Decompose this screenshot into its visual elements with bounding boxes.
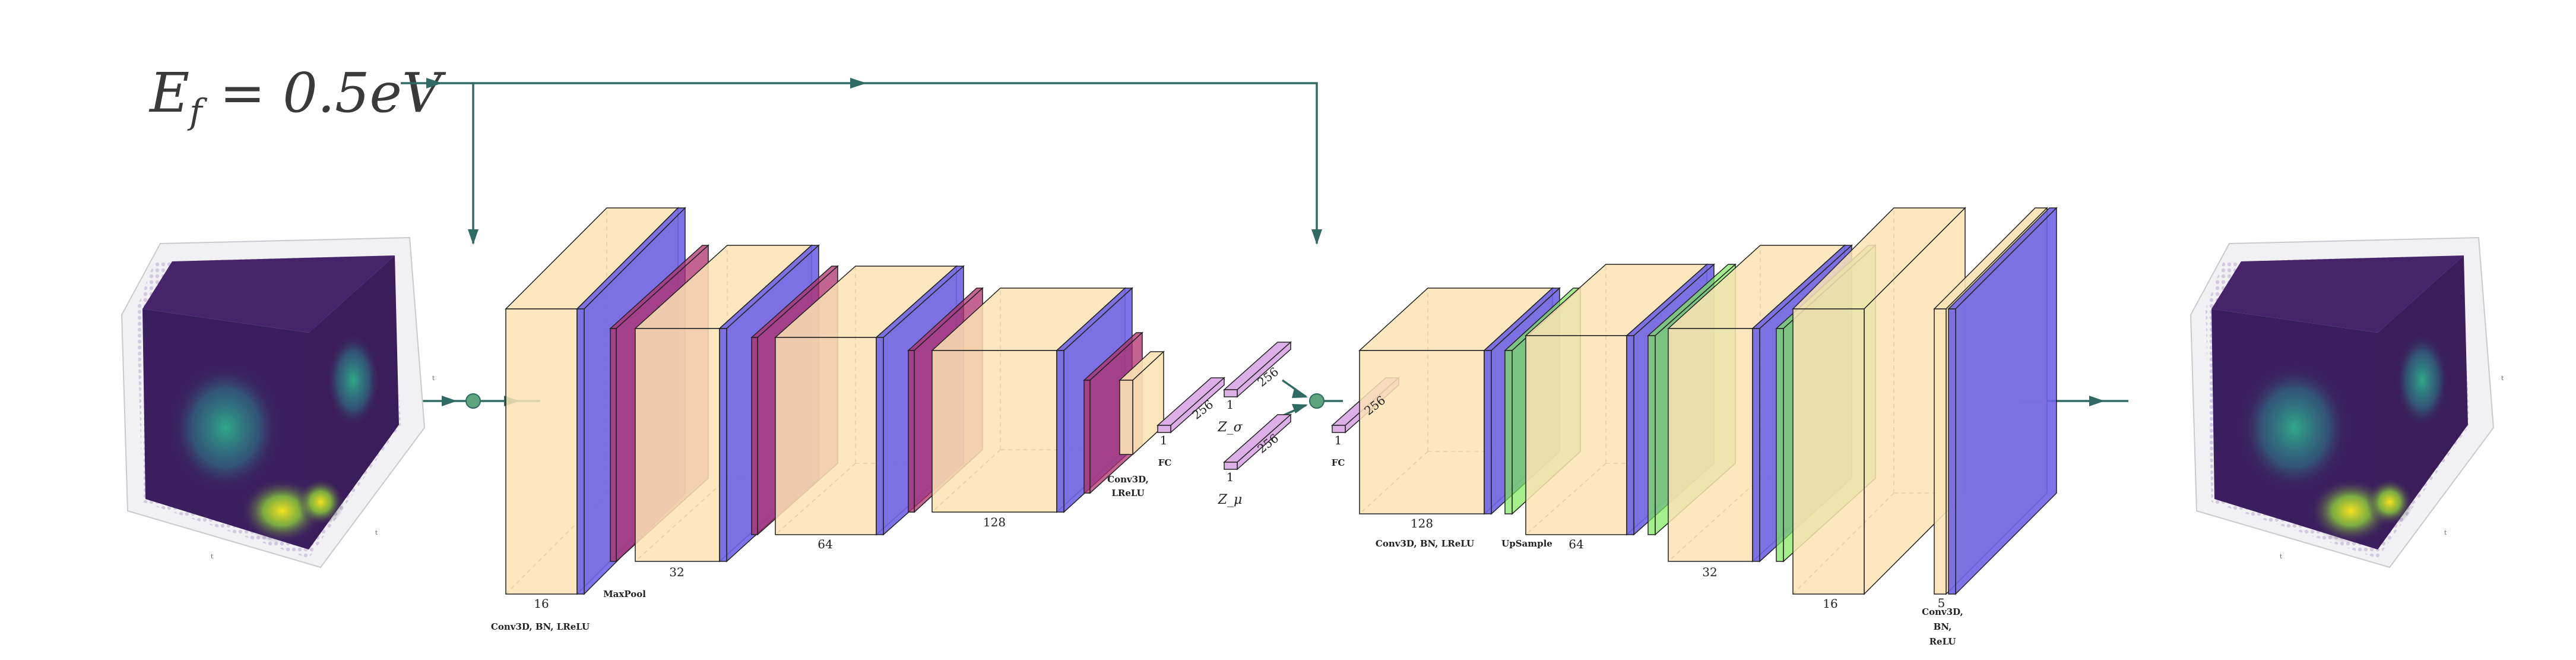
encoder-channel-64: 64 (818, 537, 832, 551)
merge-node-decoder (1309, 393, 1325, 409)
latent-sigma-vector (1223, 341, 1292, 398)
decoder-channel-16: 16 (1823, 596, 1837, 611)
decoder-final-label-3: ReLU (1929, 636, 1956, 647)
network-layers (505, 207, 2058, 595)
encoder-small-conv-block (1119, 350, 1165, 456)
output-axis-tick-3: t (2501, 374, 2504, 382)
output-axis-tick-2: t (2444, 529, 2447, 536)
encoder-channel-128: 128 (983, 515, 1006, 529)
decoder-fc-dim-1: 1 (1335, 433, 1342, 447)
decoder-final-label-1: Conv3D, (1922, 607, 1963, 617)
output-volume-cube: t t t (2190, 236, 2504, 569)
output-cube-top-face (2211, 255, 2464, 333)
svg-text:Ef = 0.5eV: Ef = 0.5eV (148, 61, 446, 132)
decoder-conv-label: Conv3D, BN, LReLU (1376, 538, 1474, 549)
energy-equation: Ef = 0.5eV (148, 61, 446, 132)
decoder-upsample-label: UpSample (1501, 538, 1552, 549)
encoder-small-conv-label-1: Conv3D, (1107, 474, 1149, 485)
arrowhead-condition-start (426, 78, 442, 89)
decoder-fc-label: FC (1332, 457, 1345, 468)
decoder-channel-32: 32 (1702, 565, 1717, 579)
latent-mu-dim-1: 1 (1227, 470, 1234, 484)
input-axis-tick-3: t (432, 374, 435, 382)
encoder-channel-32: 32 (669, 565, 684, 579)
encoder-channel-16: 16 (534, 596, 549, 611)
latent-z-mu: Z_μ (1218, 492, 1243, 507)
decoder-channel-64: 64 (1569, 537, 1583, 551)
condition-line (401, 82, 1318, 244)
input-axis-tick-1: t (211, 552, 214, 560)
latent-sigma-dim-1: 1 (1227, 397, 1234, 412)
arrowhead-sigma-to-node (1292, 389, 1308, 398)
decoder-channel-128: 128 (1411, 516, 1433, 530)
decoder-final-bn-layer (1947, 207, 2058, 595)
encoder-fc-label: FC (1158, 457, 1172, 468)
decoder-final-label-2: BN, (1934, 621, 1952, 632)
merge-node-encoder (465, 393, 481, 409)
cube-top-face (142, 255, 395, 333)
arrowhead-input-1 (442, 396, 457, 406)
latent-z-sigma: Z_σ (1217, 420, 1243, 435)
equation-main: E (148, 61, 189, 125)
equation-rest: = 0.5eV (202, 61, 446, 125)
latent-mu-vector (1223, 413, 1292, 470)
arrowhead-mu-to-node (1292, 404, 1308, 413)
encoder-fc-layer (1156, 377, 1225, 434)
arrowhead-drop-encoder (468, 229, 479, 245)
arrowhead-condition-mid (850, 78, 867, 89)
arrowhead-drop-decoder (1311, 229, 1322, 245)
output-axis-tick-1: t (2280, 552, 2283, 560)
encoder-small-conv-label-2: LReLU (1111, 488, 1144, 498)
encoder-fc-dim-1: 1 (1160, 433, 1168, 447)
encoder-maxpool-label: MaxPool (603, 589, 646, 599)
input-volume-cube: t t t (121, 236, 435, 569)
decoder-final-channel: 5 (1938, 596, 1946, 610)
arrow-heads (426, 78, 2105, 413)
arrowhead-output (2089, 396, 2105, 406)
encoder-conv-label: Conv3D, BN, LReLU (491, 621, 590, 632)
input-axis-tick-2: t (375, 529, 378, 536)
